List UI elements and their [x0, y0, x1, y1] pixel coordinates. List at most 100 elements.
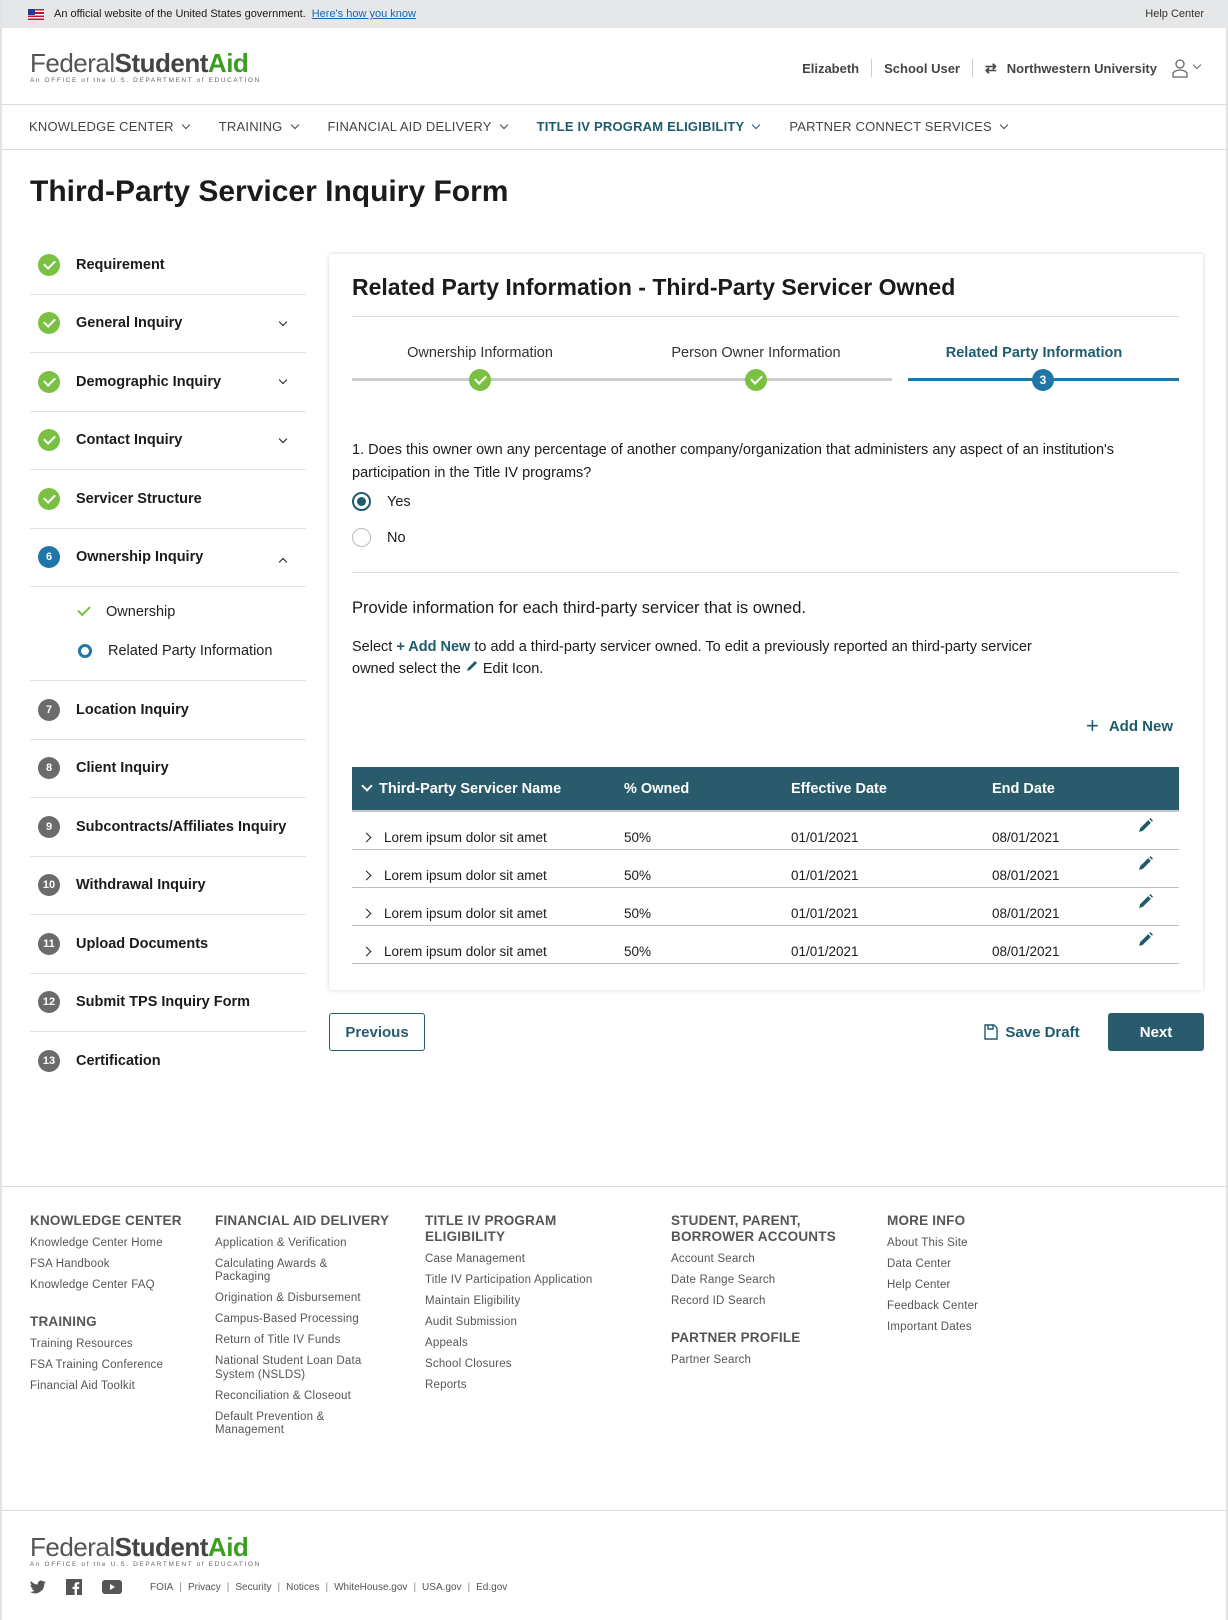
sidebar-item[interactable]: 12 Submit TPS Inquiry Form: [30, 974, 306, 1032]
sidebar-item[interactable]: General Inquiry: [30, 295, 306, 353]
sidebar-item[interactable]: Demographic Inquiry: [30, 353, 306, 412]
previous-button[interactable]: Previous: [329, 1013, 425, 1051]
edit-pencil-icon[interactable]: [1138, 818, 1153, 836]
footer-column: FINANCIAL AID DELIVERY Application & Veri…: [215, 1213, 405, 1438]
chevron-up-icon[interactable]: [278, 557, 288, 566]
nav-item[interactable]: TRAINING: [219, 119, 299, 134]
user-icon[interactable]: [1171, 58, 1202, 78]
radio-unselected-icon[interactable]: [352, 528, 371, 547]
check-circle-icon: [38, 370, 60, 393]
edit-pencil-icon[interactable]: [1138, 856, 1153, 874]
column-header-name[interactable]: Third-Party Servicer Name: [352, 780, 624, 797]
legal-link[interactable]: USA.gov: [422, 1582, 462, 1593]
chevron-down-icon[interactable]: [278, 434, 288, 443]
cell-effective-date: 01/01/2021: [791, 906, 859, 921]
organization-switcher[interactable]: Northwestern University: [1006, 60, 1157, 76]
footer-link[interactable]: Maintain Eligibility: [425, 1294, 521, 1307]
nav-item[interactable]: FINANCIAL AID DELIVERY: [328, 119, 508, 134]
sidebar-item[interactable]: 7 Location Inquiry: [30, 681, 306, 740]
footer-link[interactable]: Record ID Search: [671, 1294, 766, 1307]
legal-link[interactable]: Privacy: [187, 1582, 221, 1593]
nav-item[interactable]: TITLE IV PROGRAM ELIGIBILITY: [537, 119, 761, 134]
radio-selected-icon[interactable]: [352, 492, 371, 511]
sidebar-item[interactable]: Contact Inquiry: [30, 412, 306, 470]
how-you-know-link[interactable]: Here's how you know: [311, 8, 416, 20]
footer-link[interactable]: Data Center: [887, 1257, 952, 1270]
step-label[interactable]: Person Owner Information: [671, 345, 841, 361]
sidebar-item[interactable]: 6 Ownership Inquiry: [30, 529, 306, 587]
footer-link[interactable]: Reports: [425, 1378, 467, 1391]
footer-link[interactable]: Title IV Participation Application: [425, 1273, 593, 1286]
step-label-active[interactable]: Related Party Information: [945, 345, 1123, 361]
footer-link[interactable]: Account Search: [671, 1252, 755, 1265]
footer-link[interactable]: Audit Submission: [425, 1315, 518, 1328]
help-center-link[interactable]: Help Center: [1145, 8, 1204, 20]
add-new-button[interactable]: + Add New: [1086, 715, 1173, 737]
footer-link[interactable]: Return of Title IV Funds: [215, 1334, 341, 1346]
edit-pencil-icon[interactable]: [1138, 932, 1153, 950]
save-draft-button[interactable]: Save Draft: [982, 1013, 1082, 1051]
sort-chevron-icon[interactable]: [361, 780, 373, 792]
nav-item[interactable]: KNOWLEDGE CENTER: [29, 119, 191, 134]
footer-link[interactable]: Help Center: [887, 1278, 951, 1291]
sidebar-item[interactable]: 13 Certification: [30, 1032, 306, 1091]
footer-link[interactable]: Date Range Search: [671, 1273, 776, 1286]
sidebar-item[interactable]: 9 Subcontracts/Affiliates Inquiry: [30, 798, 306, 857]
footer-link[interactable]: About This Site: [887, 1236, 968, 1249]
twitter-icon[interactable]: [30, 1580, 46, 1599]
footer-link[interactable]: Application & Verification: [215, 1236, 347, 1249]
legal-link[interactable]: WhiteHouse.gov: [334, 1582, 408, 1593]
footer-link[interactable]: Appeals: [425, 1336, 468, 1349]
footer-link[interactable]: School Closures: [425, 1357, 512, 1370]
legal-link[interactable]: Ed.gov: [476, 1582, 508, 1593]
footer-link[interactable]: FSA Training Conference: [30, 1358, 164, 1371]
footer-link[interactable]: Knowledge Center FAQ: [30, 1278, 155, 1291]
chevron-down-icon[interactable]: [278, 317, 288, 326]
footer-link[interactable]: Training Resources: [30, 1337, 133, 1350]
fsa-logo[interactable]: FederalStudentAid An OFFICE of the U.S. …: [30, 50, 261, 85]
footer-link[interactable]: National Student Loan Data System (NSLDS…: [215, 1355, 362, 1381]
footer-link[interactable]: Case Management: [425, 1252, 526, 1265]
radio-yes[interactable]: Yes: [352, 492, 411, 511]
step-label[interactable]: Ownership Information: [407, 345, 553, 361]
footer-link[interactable]: Knowledge Center Home: [30, 1236, 163, 1249]
sidebar-item[interactable]: Servicer Structure: [30, 470, 306, 529]
radio-label: Yes: [387, 493, 411, 510]
step-number-icon: 11: [38, 932, 60, 955]
sidebar-subitem[interactable]: Ownership: [30, 592, 306, 631]
radio-no[interactable]: No: [352, 528, 406, 547]
legal-link[interactable]: Security: [235, 1582, 272, 1593]
expand-row-icon[interactable]: [361, 832, 372, 843]
swap-icon[interactable]: ⇄: [985, 59, 997, 76]
sidebar-subitem[interactable]: Related Party Information: [30, 631, 306, 670]
add-new-inline-link[interactable]: + Add New: [396, 639, 471, 655]
chevron-down-icon[interactable]: [278, 375, 288, 385]
expand-row-icon[interactable]: [361, 870, 372, 881]
next-button[interactable]: Next: [1108, 1013, 1204, 1051]
footer-link[interactable]: Financial Aid Toolkit: [30, 1379, 135, 1392]
footer-link[interactable]: Reconciliation & Closeout: [215, 1389, 352, 1402]
edit-pencil-icon[interactable]: [1138, 894, 1153, 912]
footer-link[interactable]: Important Dates: [887, 1320, 972, 1333]
footer-link[interactable]: Calculating Awards & Packaging: [215, 1257, 328, 1284]
footer-link[interactable]: Origination & Disbursement: [215, 1292, 361, 1304]
footer-links: Account Search Date Range Search Record ID…: [671, 1253, 841, 1309]
sidebar-item[interactable]: 11 Upload Documents: [30, 915, 306, 974]
facebook-icon[interactable]: [66, 1579, 82, 1600]
youtube-icon[interactable]: [102, 1580, 122, 1599]
sidebar-item[interactable]: 10 Withdrawal Inquiry: [30, 857, 306, 915]
nav-item[interactable]: PARTNER CONNECT SERVICES: [789, 119, 1009, 134]
sidebar-item[interactable]: 8 Client Inquiry: [30, 740, 306, 798]
footer-link[interactable]: Default Prevention & Management: [215, 1410, 325, 1437]
expand-row-icon[interactable]: [361, 908, 372, 919]
footer-fsa-logo[interactable]: FederalStudentAid An OFFICE of the U.S. …: [30, 1534, 261, 1569]
footer-link[interactable]: Partner Search: [671, 1353, 752, 1366]
sidebar-item[interactable]: Requirement: [30, 236, 306, 295]
legal-link[interactable]: Notices: [286, 1582, 320, 1593]
expand-row-icon[interactable]: [361, 946, 372, 957]
step-number-icon: 12: [38, 991, 60, 1014]
footer-link[interactable]: Feedback Center: [887, 1299, 979, 1312]
footer-link[interactable]: FSA Handbook: [30, 1257, 110, 1270]
legal-link[interactable]: FOIA: [150, 1582, 174, 1593]
footer-link[interactable]: Campus-Based Processing: [215, 1313, 359, 1325]
